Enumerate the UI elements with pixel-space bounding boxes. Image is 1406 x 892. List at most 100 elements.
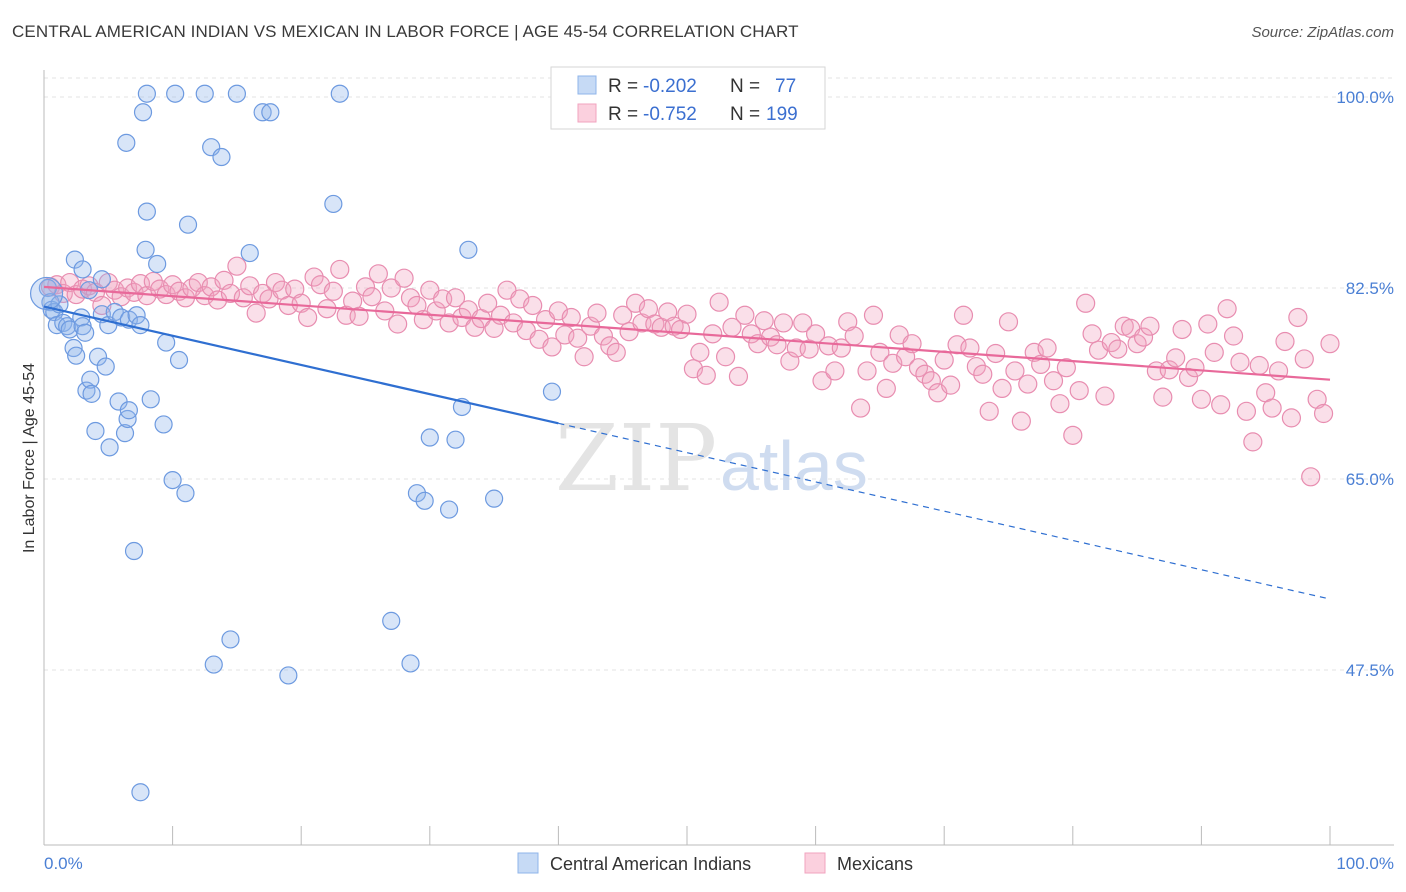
legend-swatch-pink — [577, 103, 597, 123]
mexicans-point — [1204, 342, 1224, 362]
central-american-indians-point — [137, 202, 156, 221]
series-label-blue: Central American Indians — [550, 854, 751, 874]
mexicans-point — [941, 375, 961, 395]
central-american-indians-point — [415, 491, 434, 510]
mexicans-point — [1198, 314, 1218, 334]
mexicans-point — [1133, 327, 1154, 347]
mexicans-point — [953, 305, 974, 325]
mexicans-point — [1185, 358, 1205, 378]
mexicans-point — [400, 288, 421, 308]
central-american-indians-point — [261, 103, 280, 122]
central-american-indians-point — [73, 260, 92, 279]
central-american-indians-point — [131, 316, 150, 335]
mexicans-point — [979, 401, 999, 421]
mexicans-point — [478, 293, 498, 313]
central-american-indians-point — [82, 384, 101, 403]
mexicans-point — [1076, 293, 1096, 313]
mexicans-point — [658, 302, 678, 322]
mexicans-point — [613, 305, 633, 325]
series-swatch-pink — [804, 852, 826, 874]
central-american-indians-point — [117, 133, 136, 152]
mexicans-point — [1005, 361, 1025, 381]
legend-r-label-1: R = — [608, 76, 638, 97]
mexicans-point — [381, 278, 401, 298]
mexicans-point — [394, 268, 414, 288]
source-label: Source: ZipAtlas.com — [1251, 24, 1394, 41]
central-american-indians-point — [119, 401, 138, 420]
y-tick-label: 82.5% — [1346, 279, 1394, 298]
mexicans-point — [1313, 403, 1334, 424]
central-american-indians-point — [76, 323, 95, 342]
central-american-indians-point — [137, 84, 156, 103]
mexicans-point — [542, 337, 562, 357]
mexicans-point — [362, 287, 382, 307]
central-american-indians-point — [330, 84, 349, 103]
mexicans-point — [1262, 398, 1282, 418]
mexicans-point — [606, 342, 626, 362]
central-american-indians-point — [124, 541, 144, 561]
central-american-indians-point — [136, 240, 155, 259]
central-american-indians-point — [212, 147, 231, 167]
mexicans-point — [1159, 360, 1179, 380]
series-label-pink: Mexicans — [837, 854, 913, 874]
central-american-indians-point — [96, 357, 115, 376]
mexicans-point — [323, 281, 343, 301]
y-axis-label: In Labor Force | Age 45-54 — [21, 363, 38, 553]
central-american-indians-point — [279, 666, 298, 685]
central-american-indians-point — [67, 346, 86, 365]
mexicans-point — [773, 313, 794, 333]
mexicans-point — [1082, 324, 1102, 344]
series-swatch-blue — [517, 852, 539, 874]
central-american-indians-point — [485, 489, 504, 508]
mexicans-point — [1172, 319, 1192, 340]
mexicans-point — [1223, 326, 1244, 346]
mexicans-point — [1095, 386, 1115, 406]
mexicans-point — [1211, 395, 1231, 415]
central-american-indians-point — [240, 243, 259, 263]
central-american-indians-point — [92, 270, 111, 289]
y-tick-label: 47.5% — [1346, 661, 1394, 680]
central-american-indians-point — [141, 390, 160, 409]
legend-n-label-1: N = — [730, 76, 760, 97]
mexicans-point — [1024, 342, 1044, 362]
central-american-indians-point — [88, 347, 108, 366]
mexicans-point — [709, 292, 729, 312]
central-american-indians-point — [58, 317, 77, 336]
central-american-indians-point — [115, 424, 135, 443]
mexicans-point — [1217, 299, 1237, 319]
watermark-zip: ZIP — [555, 405, 717, 512]
mexicans-point — [966, 356, 986, 377]
central-american-indians-point — [227, 84, 246, 103]
mexicans-point — [1050, 394, 1070, 414]
mexicans-point — [265, 272, 286, 293]
mexicans-point — [143, 271, 163, 292]
mexicans-point — [227, 256, 247, 276]
mexicans-point — [285, 279, 305, 299]
mexicans-point — [304, 267, 324, 287]
mexicans-point — [851, 398, 871, 418]
mexicans-point — [1294, 349, 1314, 369]
mexicans-point — [812, 371, 832, 391]
mexicans-point — [1275, 331, 1295, 352]
mexicans-point — [1018, 374, 1038, 394]
central-american-indians-point — [133, 103, 153, 122]
mexicans-point — [330, 259, 350, 280]
central-american-indians-point — [100, 438, 119, 457]
mexicans-point — [735, 305, 755, 325]
series-legend: Central American Indians Mexicans — [517, 852, 913, 874]
x-tick-marks — [172, 826, 1331, 845]
mexicans-point — [574, 347, 594, 367]
axes — [43, 70, 1394, 846]
central-american-indians-point — [401, 654, 420, 673]
x-tick-label-min: 0.0% — [44, 854, 83, 873]
central-american-indians-point — [420, 428, 439, 447]
central-american-indians-point — [163, 470, 182, 490]
pink-trend-line — [43, 285, 1331, 381]
mexicans-point — [1249, 355, 1269, 376]
mexicans-point — [349, 306, 369, 326]
central-american-indians-point — [253, 103, 272, 122]
mexicans-point — [1043, 371, 1064, 391]
mexicans-point — [921, 371, 941, 391]
mexicans-point — [934, 350, 954, 370]
